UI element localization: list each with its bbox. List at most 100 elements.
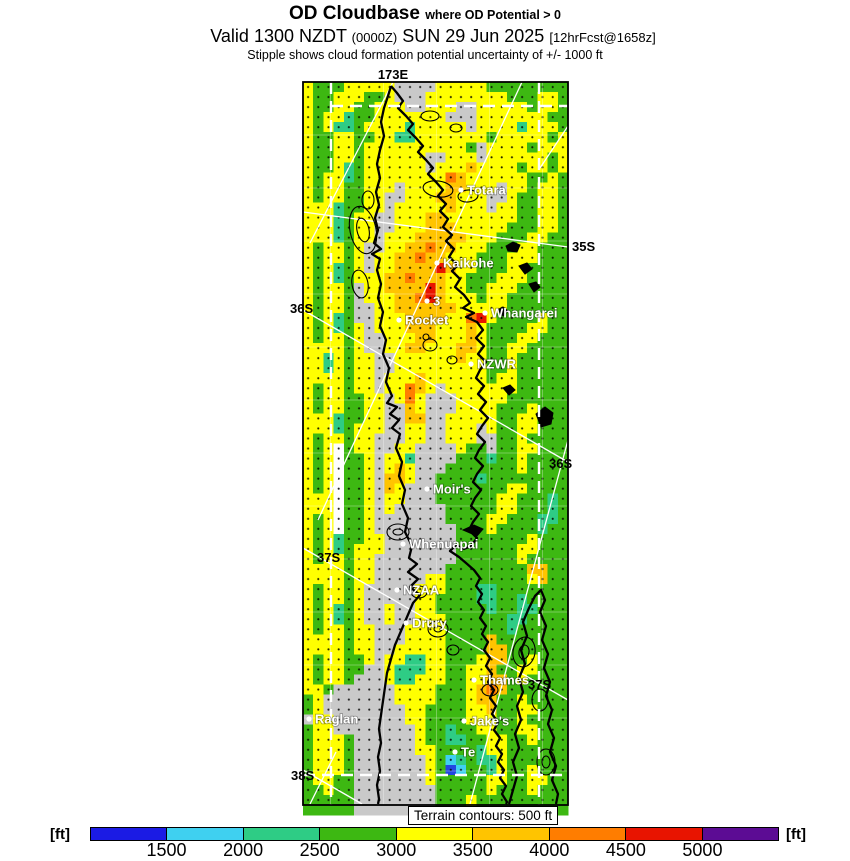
raster-cell bbox=[313, 805, 324, 816]
raster-cell bbox=[557, 805, 569, 816]
title-main: OD Cloudbase bbox=[289, 3, 420, 24]
contour-loop bbox=[433, 625, 443, 633]
coastline-path bbox=[370, 85, 422, 805]
colorbar-segment bbox=[473, 828, 550, 840]
place-dot bbox=[471, 677, 477, 683]
contour-loop bbox=[422, 180, 454, 198]
colorbar-tick-label: 4500 bbox=[605, 840, 646, 860]
colorbar-segment bbox=[243, 828, 321, 840]
page-title: OD Cloudbase where OD Potential > 0 bbox=[0, 3, 850, 25]
colorbar-segment bbox=[396, 828, 474, 840]
place-label: Kaikohe bbox=[443, 256, 494, 271]
colorbar-segment bbox=[549, 828, 627, 840]
dashed-boundary bbox=[303, 82, 568, 805]
valid-date: SUN 29 Jun 2025 bbox=[402, 26, 545, 46]
contour-loop bbox=[446, 355, 458, 365]
graticule-label: 36S bbox=[290, 301, 313, 316]
contour-loop bbox=[518, 644, 530, 660]
place-label: Te bbox=[461, 745, 475, 760]
graticule-line bbox=[469, 439, 569, 805]
island bbox=[496, 306, 509, 317]
coastline bbox=[370, 85, 560, 805]
map-border bbox=[302, 81, 569, 806]
valid-prefix: Valid 1300 NZDT bbox=[210, 26, 347, 46]
raster-cell bbox=[394, 805, 406, 816]
raster-cell bbox=[364, 805, 375, 816]
island bbox=[505, 241, 521, 253]
place-label: Moir's bbox=[433, 482, 471, 497]
place-label: Totara bbox=[467, 183, 507, 198]
place-label: NZWR bbox=[477, 357, 517, 372]
island bbox=[528, 281, 541, 293]
colorbar-segment bbox=[320, 828, 397, 840]
colorbar-unit-left: [ft] bbox=[50, 826, 70, 843]
place-dot bbox=[482, 310, 488, 316]
colorbar-segment bbox=[702, 828, 778, 840]
contour-loop bbox=[457, 189, 479, 203]
raster-cell bbox=[303, 805, 314, 816]
graticule-lines bbox=[302, 81, 569, 805]
island bbox=[502, 384, 516, 396]
graticule-label: 37S bbox=[528, 677, 551, 692]
contour-loop bbox=[481, 683, 499, 697]
colorbar-tick-label: 1500 bbox=[146, 840, 187, 860]
raster-cell bbox=[374, 805, 385, 816]
raster-cell bbox=[333, 805, 345, 816]
raster-cell bbox=[323, 805, 334, 816]
place-dot bbox=[394, 587, 400, 593]
contour-loop bbox=[410, 585, 428, 599]
colorbar bbox=[90, 827, 779, 841]
raster-cell bbox=[343, 805, 355, 816]
valid-fcst: [12hrFcst@1658z] bbox=[549, 30, 656, 45]
island bbox=[461, 524, 484, 537]
contour-loop bbox=[392, 528, 404, 536]
graticule-line bbox=[309, 81, 394, 244]
contour-loop bbox=[356, 217, 370, 243]
contour-loop bbox=[422, 333, 430, 341]
colorbar-tick-label: 3500 bbox=[452, 840, 493, 860]
contour-loop bbox=[536, 748, 556, 776]
place-label: NZAA bbox=[403, 583, 440, 598]
graticule-line bbox=[317, 81, 523, 521]
place-dot bbox=[434, 260, 440, 266]
graticule-line bbox=[302, 547, 569, 701]
contour-loop bbox=[361, 190, 375, 210]
colorbar-segment bbox=[167, 828, 244, 840]
place-label: Rocket bbox=[405, 313, 449, 328]
place-dot bbox=[424, 486, 430, 492]
island bbox=[518, 262, 533, 275]
coastline-path bbox=[390, 85, 509, 805]
place-dot bbox=[458, 187, 464, 193]
graticule-line bbox=[302, 309, 569, 463]
colorbar-segment bbox=[626, 828, 703, 840]
graticule-line bbox=[539, 125, 569, 169]
place-dot bbox=[403, 620, 409, 626]
place-label: 3 bbox=[433, 294, 440, 309]
contour-loop bbox=[541, 755, 551, 769]
title-qualifier: where OD Potential > 0 bbox=[425, 8, 561, 22]
colorbar-segment bbox=[91, 828, 168, 840]
graticule-line bbox=[309, 751, 337, 805]
contour-loop bbox=[348, 205, 378, 255]
coastline-path bbox=[507, 588, 560, 805]
contour-loop bbox=[512, 636, 536, 668]
valid-line: Valid 1300 NZDT (0000Z) SUN 29 Jun 2025 … bbox=[0, 26, 850, 47]
place-dot bbox=[461, 718, 467, 724]
contour-loop bbox=[351, 269, 369, 299]
contour-loop bbox=[420, 110, 440, 122]
graticule-line bbox=[302, 211, 569, 248]
colorbar-tick-label: 2500 bbox=[299, 840, 340, 860]
place-markers: Totara Kaikohe 3 Rocket Whangarei NZWR Moir's W… bbox=[306, 182, 558, 760]
place-dot bbox=[468, 361, 474, 367]
graticule-label: 173E bbox=[378, 67, 409, 82]
graticule-label: 38S bbox=[291, 768, 314, 783]
place-dot bbox=[396, 317, 402, 323]
terrain-contours bbox=[348, 110, 556, 776]
place-label: Whangarei bbox=[491, 306, 557, 321]
place-label: Thames bbox=[480, 673, 529, 688]
valid-zulu: (0000Z) bbox=[351, 30, 398, 45]
contour-loop bbox=[446, 644, 460, 656]
place-dot bbox=[400, 541, 406, 547]
terrain-contours-note: Terrain contours: 500 ft bbox=[408, 806, 559, 825]
title-block: OD Cloudbase where OD Potential > 0 Vali… bbox=[0, 3, 850, 62]
